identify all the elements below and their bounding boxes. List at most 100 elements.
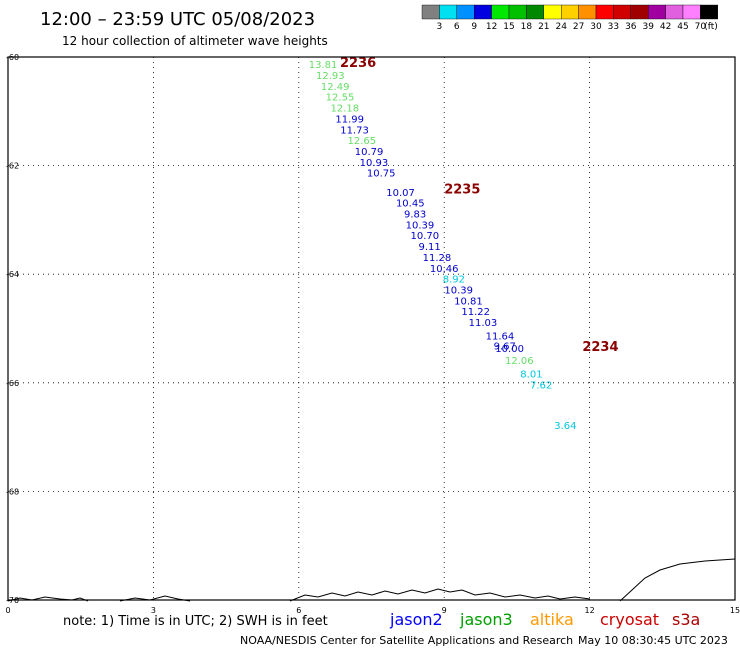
x-tick-label: 12 xyxy=(585,606,595,615)
wave-height-label: 11.64 xyxy=(486,332,515,343)
coastline-path xyxy=(7,558,736,602)
legend-swatch xyxy=(665,4,684,20)
wave-height-label: 7.62 xyxy=(530,381,552,392)
wave-height-label: 11.22 xyxy=(461,307,490,318)
legend-bin-label: 12 xyxy=(486,22,497,32)
legend-swatch xyxy=(630,4,649,20)
legend-unit: (ft) xyxy=(704,22,718,32)
legend-bin-label: 21 xyxy=(538,22,549,32)
satellite-name: s3a xyxy=(672,610,700,629)
wave-height-label: 10.46 xyxy=(430,264,459,275)
grid-lines xyxy=(8,57,735,600)
x-tick-label: 0 xyxy=(5,606,10,615)
time-labels: 2236 2235 2234 xyxy=(340,56,619,355)
legend-bin-label: 15 xyxy=(503,22,514,32)
legend-bin-label: 42 xyxy=(660,22,671,32)
legend-bin-label: 30 xyxy=(590,22,602,32)
wave-height-label: 8.92 xyxy=(443,275,465,286)
wave-height-label: 12.49 xyxy=(321,82,350,93)
legend-bin-label: 24 xyxy=(555,22,567,32)
credit-text: NOAA/NESDIS Center for Satellite Applica… xyxy=(240,634,573,647)
footer: note: 1) Time is in UTC; 2) SWH is in fe… xyxy=(63,610,728,647)
satellite-name: jason2 xyxy=(389,610,443,629)
legend-swatch xyxy=(543,4,562,20)
wave-height-points: 13.8112.9312.4912.5512.1811.9911.7312.65… xyxy=(309,60,577,432)
legend-bin-label: 27 xyxy=(573,22,584,32)
pass-time-label: 2236 xyxy=(340,56,376,71)
pass-time-label: 2234 xyxy=(582,340,618,355)
legend-bin-label: 45 xyxy=(677,22,688,32)
wave-height-label: 10.93 xyxy=(360,158,389,169)
wave-height-label: 10.45 xyxy=(396,199,425,210)
wave-height-label: 10.07 xyxy=(386,188,415,199)
wave-height-label: 11.73 xyxy=(340,125,369,136)
wave-height-label: 10.00 xyxy=(495,344,524,355)
wave-height-label: 11.03 xyxy=(469,318,498,329)
chart-title: 12:00 – 23:59 UTC 05/08/2023 xyxy=(40,9,315,30)
wave-height-label: 10.81 xyxy=(454,296,483,307)
x-tick-label: 9 xyxy=(442,606,447,615)
y-tick-label: -70 xyxy=(6,596,19,605)
wave-height-label: 11.28 xyxy=(423,253,452,264)
legend-bin-label: 6 xyxy=(454,22,460,32)
chart-subtitle: 12 hour collection of altimeter wave hei… xyxy=(62,34,328,48)
legend-swatch xyxy=(682,4,701,20)
x-tick-label: 3 xyxy=(151,606,156,615)
wave-height-label: 10.39 xyxy=(444,285,473,296)
y-tick-label: -62 xyxy=(6,162,19,171)
legend-swatch xyxy=(508,4,527,20)
legend-bin-label: 3 xyxy=(437,22,443,32)
satellite-name: altika xyxy=(530,610,574,629)
wave-height-label: 10.39 xyxy=(406,220,435,231)
wave-height-label: 12.65 xyxy=(347,136,376,147)
legend-swatch xyxy=(561,4,579,20)
legend-bin-label: 33 xyxy=(608,22,619,32)
y-tick-label: -64 xyxy=(6,270,19,279)
wave-height-label: 12.06 xyxy=(505,356,534,367)
plot-area: 13.8112.9312.4912.5512.1811.9911.7312.65… xyxy=(5,53,740,615)
x-tick-label: 6 xyxy=(296,606,301,615)
wave-height-label: 13.81 xyxy=(309,60,338,71)
coastline xyxy=(7,558,736,602)
wave-height-label: 11.99 xyxy=(335,114,364,125)
footer-note: note: 1) Time is in UTC; 2) SWH is in fe… xyxy=(63,614,328,629)
pass-time-label: 2235 xyxy=(444,183,480,198)
axes: 0 3 6 9 12 15 -60 -62 -64 -66 -68 -70 xyxy=(5,53,740,615)
wave-height-label: 9.67 xyxy=(494,341,516,352)
legend-swatch xyxy=(526,4,545,20)
legend-swatch xyxy=(578,4,597,20)
legend-swatch xyxy=(474,4,492,20)
legend-swatch xyxy=(439,4,457,20)
wave-height-label: 3.64 xyxy=(554,421,576,432)
wave-height-label: 12.93 xyxy=(316,71,345,82)
legend-bin-label: 18 xyxy=(521,22,533,32)
wave-height-label: 12.55 xyxy=(326,93,355,104)
legend-swatch xyxy=(595,4,614,20)
wave-height-label: 9.11 xyxy=(419,242,441,253)
legend-bin-label: 36 xyxy=(625,22,637,32)
x-tick-label: 15 xyxy=(730,606,740,615)
timestamp-text: May 10 08:30:45 UTC 2023 xyxy=(578,634,728,647)
wave-height-label: 10.70 xyxy=(410,231,439,242)
plot-frame xyxy=(7,56,736,601)
satellite-name: cryosat xyxy=(600,610,659,629)
legend-swatch xyxy=(456,4,475,20)
legend-swatch xyxy=(700,4,719,20)
legend-bin-label: 70 xyxy=(695,22,707,32)
legend-swatch xyxy=(613,4,632,20)
legend-bin-label: 9 xyxy=(471,22,477,32)
wave-height-label: 10.75 xyxy=(367,169,396,180)
satellite-legend: jason2 jason3 altika cryosat s3a xyxy=(389,610,700,629)
legend-swatch xyxy=(421,4,440,20)
wave-height-label: 9.83 xyxy=(404,209,426,220)
wave-height-label: 12.18 xyxy=(331,104,360,115)
legend-bin-label: 39 xyxy=(642,22,654,32)
y-tick-label: -66 xyxy=(6,379,19,388)
y-tick-label: -60 xyxy=(6,53,19,62)
legend-swatch xyxy=(648,4,666,20)
legend-swatch xyxy=(491,4,510,20)
y-tick-label: -68 xyxy=(6,487,19,496)
satellite-name: jason3 xyxy=(459,610,513,629)
wave-height-label: 10.79 xyxy=(355,147,384,158)
